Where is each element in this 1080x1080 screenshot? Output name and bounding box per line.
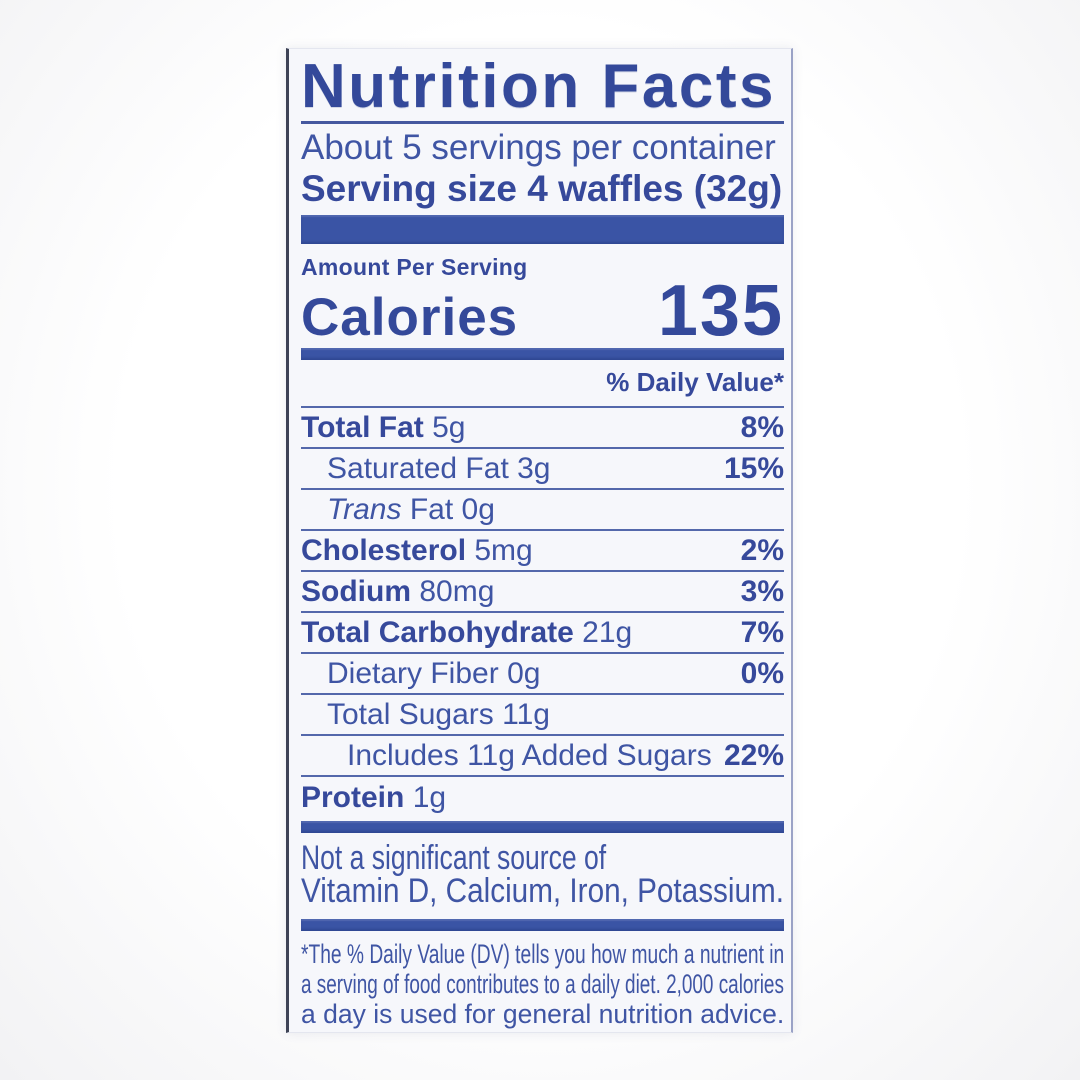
row-total-fat: Total Fat 5g 8% (301, 408, 784, 449)
serving-size: Serving size 4 waffles (32g) (301, 168, 784, 210)
nutrient-dv: 2% (740, 533, 784, 567)
row-saturated-fat: Saturated Fat 3g 15% (301, 449, 784, 490)
nutrient-dv: 22% (723, 738, 784, 772)
nutrient-amount: 0g (461, 492, 495, 526)
nutrient-name: Cholesterol (301, 533, 467, 567)
nutrient-dv: 3% (740, 574, 784, 608)
row-total-carbohydrate: Total Carbohydrate 21g 7% (301, 613, 784, 654)
calories-separator-bar (301, 348, 784, 360)
nutrient-amount: 1g (412, 780, 447, 814)
nutrient-dv: 0% (740, 656, 784, 690)
nutrient-amount: 11g (502, 697, 550, 731)
nutrient-name: Total Carbohydrate (301, 615, 574, 649)
nutrient-name-italic: Trans (327, 492, 402, 526)
serving-size-text: Serving size 4 waffles (32g) (301, 168, 783, 209)
nutrient-dv: 15% (723, 451, 784, 485)
nutrient-name: Total Sugars (327, 697, 494, 731)
nutrient-dv: 7% (740, 615, 784, 649)
nutrient-name: Total Fat (301, 410, 424, 444)
footnote-line-3: a day is used for general nutrition advi… (301, 999, 785, 1029)
nutrient-amount: 5g (432, 410, 466, 444)
nutrient-name: Fat (409, 492, 454, 526)
row-sodium: Sodium 80mg 3% (301, 572, 784, 613)
row-dietary-fiber: Dietary Fiber 0g 0% (301, 654, 784, 695)
nutrient-dv: 8% (740, 410, 784, 444)
row-total-sugars: Total Sugars 11g (301, 695, 784, 736)
panel-content: Nutrition Facts About 5 servings per con… (301, 52, 784, 1029)
calories-row: Calories 135 (301, 271, 784, 351)
rows-separator-bar (301, 821, 784, 833)
row-trans-fat: Trans Fat 0g (301, 490, 784, 531)
calories-value: 135 (657, 271, 784, 351)
daily-value-footnote: *The % Daily Value (DV) tells you how mu… (301, 939, 784, 1029)
not-significant-line-2: Vitamin D, Calcium, Iron, Potassium. (301, 872, 784, 910)
footnote-separator-bar (301, 919, 784, 931)
servings-per-container-text: About 5 servings per container (301, 128, 776, 167)
nutrient-name: Saturated Fat (327, 451, 509, 485)
nutrient-name: Sodium (301, 574, 411, 608)
nutrient-name: Includes 11g Added Sugars (347, 738, 712, 772)
nutrient-name: Protein (301, 780, 405, 814)
nutrient-amount: 5mg (474, 533, 533, 567)
title-rule (301, 121, 784, 124)
nutrient-amount: 80mg (419, 574, 495, 608)
footnote-line-2: a serving of food contributes to a daily… (301, 969, 784, 999)
footnote-line-1: *The % Daily Value (DV) tells you how mu… (301, 939, 785, 969)
row-added-sugars: Includes 11g Added Sugars 22% (301, 736, 784, 777)
daily-value-header: % Daily Value* (301, 360, 784, 408)
amount-per-serving-label: Amount Per Serving (301, 254, 528, 280)
calories-label: Calories (301, 288, 519, 347)
nutrient-amount: 21g (582, 615, 633, 649)
not-significant-note: Not a significant source of Vitamin D, C… (301, 839, 784, 910)
header-separator-bar (301, 215, 784, 244)
nutrient-name: Dietary Fiber (327, 656, 499, 690)
nutrient-amount: 0g (507, 656, 541, 690)
servings-per-container: About 5 servings per container (301, 128, 784, 168)
nutrient-amount: 3g (517, 451, 551, 485)
panel-title: Nutrition Facts (301, 52, 776, 121)
row-protein: Protein 1g (301, 777, 784, 818)
not-significant-line-1: Not a significant source of (301, 839, 607, 877)
row-cholesterol: Cholesterol 5mg 2% (301, 531, 784, 572)
nutrition-facts-panel: Nutrition Facts About 5 servings per con… (286, 48, 793, 1033)
